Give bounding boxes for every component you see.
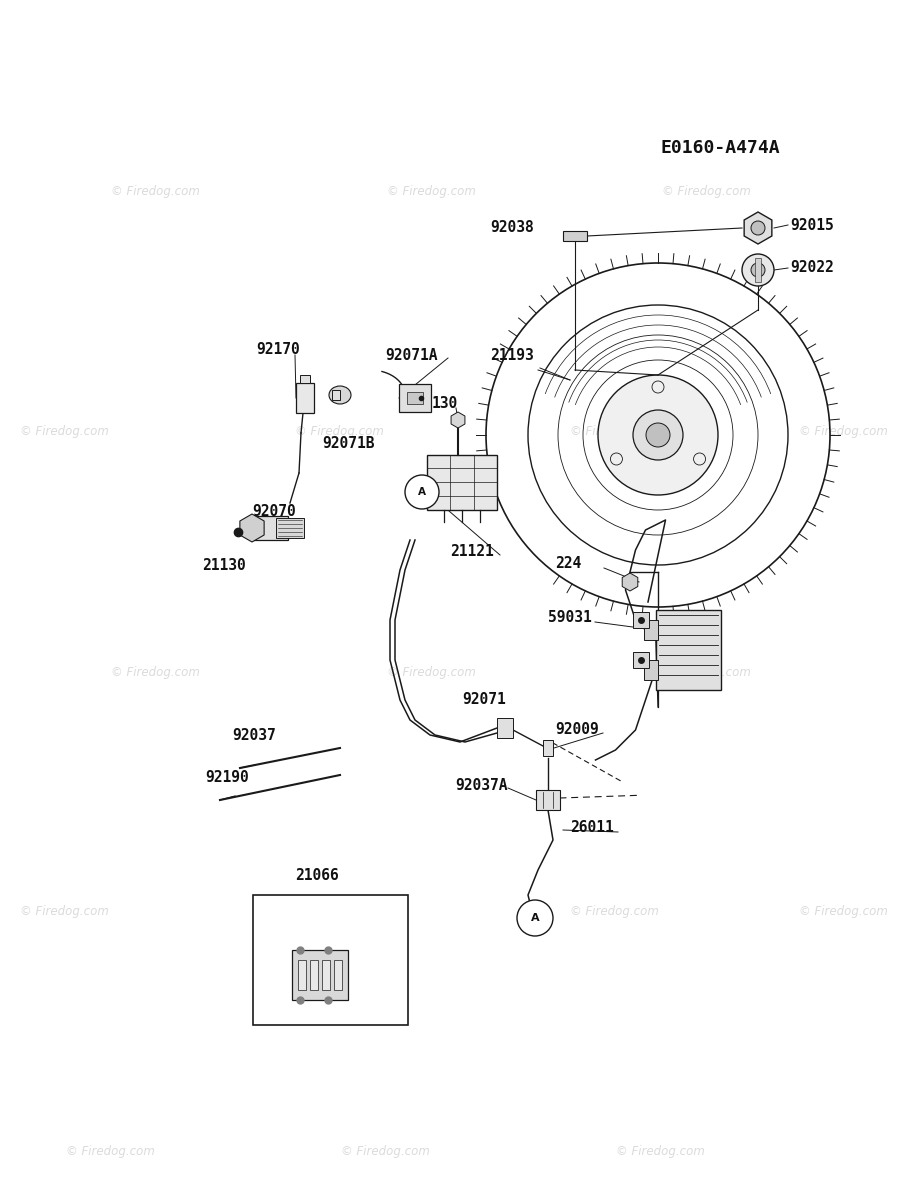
Circle shape [598,374,718,494]
Text: 59031: 59031 [548,610,591,624]
Text: 92037A: 92037A [455,778,507,792]
Text: 130: 130 [432,396,458,410]
Text: 92022: 92022 [790,260,834,276]
Text: E0160-A474A: E0160-A474A [660,139,779,157]
Polygon shape [744,212,772,244]
Bar [252,516,288,540]
Bar [536,790,560,810]
Text: © Firedog.com: © Firedog.com [662,186,750,198]
Bar [334,960,342,990]
Text: 92071A: 92071A [385,348,437,362]
Bar [563,230,587,241]
Text: 92009: 92009 [555,722,599,738]
Circle shape [751,263,765,277]
Text: © Firedog.com: © Firedog.com [570,906,658,918]
Bar [633,612,648,628]
Polygon shape [240,514,264,542]
Bar [322,960,330,990]
Bar [292,950,348,1000]
Text: © Firedog.com: © Firedog.com [387,186,475,198]
Bar [252,895,407,1025]
Text: 92037: 92037 [232,728,276,744]
Text: © Firedog.com: © Firedog.com [616,1146,704,1158]
Circle shape [751,221,765,235]
Text: 92071B: 92071B [322,436,374,450]
Ellipse shape [329,386,351,404]
Bar [407,392,423,404]
Text: 21121: 21121 [450,545,493,559]
Text: © Firedog.com: © Firedog.com [662,666,750,678]
Text: © Firedog.com: © Firedog.com [295,426,383,438]
Bar [399,384,431,412]
Text: A: A [418,487,426,497]
Bar [332,390,340,400]
Circle shape [646,422,670,446]
Bar [656,610,721,690]
Text: 92070: 92070 [252,504,296,520]
Circle shape [405,475,439,509]
Bar [755,258,761,282]
Bar [276,518,304,538]
Text: © Firedog.com: © Firedog.com [66,1146,154,1158]
Text: © Firedog.com: © Firedog.com [570,426,658,438]
Text: 21130: 21130 [202,558,246,572]
Bar [543,740,553,756]
Circle shape [633,410,683,460]
Text: © Firedog.com: © Firedog.com [20,426,108,438]
Text: 92038: 92038 [490,221,534,235]
Text: 92071: 92071 [462,692,506,708]
Text: © Firedog.com: © Firedog.com [112,186,200,198]
Bar [298,960,306,990]
Bar [300,374,310,383]
Polygon shape [451,412,465,428]
Text: © Firedog.com: © Firedog.com [387,666,475,678]
Text: © Firedog.com: © Firedog.com [800,906,888,918]
Text: 21193: 21193 [490,348,534,362]
Bar [497,718,513,738]
Text: A: A [531,913,539,923]
Text: 224: 224 [555,556,581,570]
Text: 21066: 21066 [295,868,338,882]
Circle shape [742,254,774,286]
Text: © Firedog.com: © Firedog.com [341,1146,429,1158]
Text: © Firedog.com: © Firedog.com [20,906,108,918]
Text: © Firedog.com: © Firedog.com [295,906,383,918]
Bar [644,660,657,680]
Text: 92170: 92170 [256,342,300,358]
Bar [296,383,314,413]
Text: © Firedog.com: © Firedog.com [800,426,888,438]
Bar [644,620,657,640]
Bar [427,455,497,510]
Circle shape [517,900,553,936]
Text: © Firedog.com: © Firedog.com [112,666,200,678]
Text: 92015: 92015 [790,217,834,233]
Text: 92190: 92190 [205,770,249,786]
Polygon shape [623,572,638,590]
Bar [310,960,318,990]
Bar [633,652,648,668]
Text: 26011: 26011 [570,821,613,835]
